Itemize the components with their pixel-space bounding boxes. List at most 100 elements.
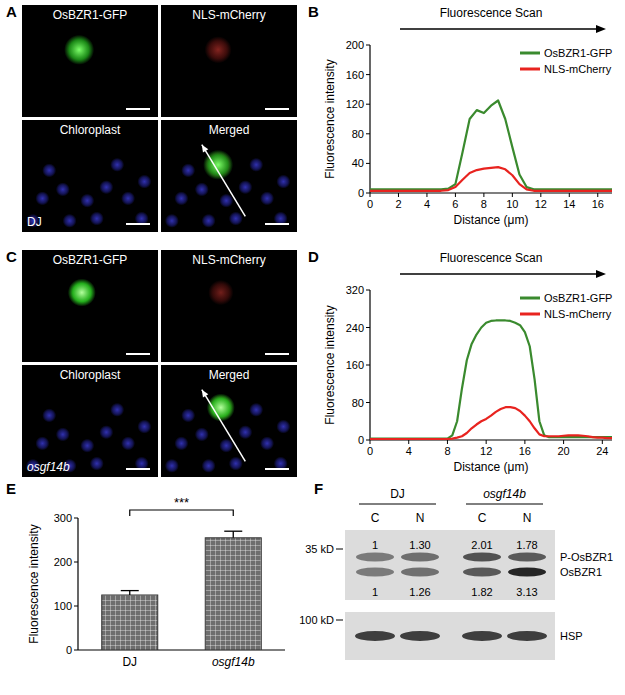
y-tick-label: 80 [352, 128, 364, 140]
legend-label: OsBZR1-GFP [544, 47, 612, 59]
y-tick [366, 45, 370, 46]
y-tick [366, 104, 370, 105]
chloroplast [260, 436, 274, 450]
bar-chart: 0100200300Fluorescence intensityDJosgf14… [27, 495, 285, 669]
x-tick-label: 12 [535, 198, 547, 210]
chloroplast [121, 191, 135, 205]
y-tick-label: 320 [346, 284, 364, 296]
x-tick [602, 440, 603, 444]
annotation: Fluorescence Scan [440, 251, 543, 265]
annotation-arrow [400, 273, 598, 275]
scale-bar [126, 353, 150, 355]
band-label: P-OsBZR1 [560, 551, 613, 563]
error-cap [224, 531, 242, 532]
x-tick-label: 16 [592, 198, 604, 210]
series-line [370, 320, 612, 438]
chloroplast [229, 457, 243, 471]
chloroplast [42, 163, 56, 177]
lane-label: C [371, 511, 380, 525]
x-tick [540, 193, 541, 197]
y-tick-label: 80 [352, 397, 364, 409]
lane-label: C [478, 511, 487, 525]
chloroplast [56, 427, 70, 441]
panel-label: E [6, 480, 16, 497]
channel-label: Chloroplast [60, 123, 121, 137]
chloroplast [181, 408, 195, 422]
tile-background [22, 5, 158, 117]
chloroplast [238, 180, 252, 194]
y-tick [366, 402, 370, 403]
tile-background [161, 365, 297, 477]
band-quant: 2.01 [471, 539, 492, 551]
panel-label: C [6, 248, 17, 265]
y-tick [366, 163, 370, 164]
group-label: DJ [390, 487, 405, 501]
band [401, 553, 439, 562]
y-tick [366, 290, 370, 291]
x-tick [408, 440, 409, 444]
annotation-arrowhead [596, 25, 606, 33]
band-label: OsBZR1 [560, 566, 602, 578]
chloroplast [80, 439, 94, 453]
chloroplast [90, 457, 104, 471]
legend-label: NLS-mCherry [544, 63, 612, 75]
bar [205, 538, 261, 650]
figure: ABCDEFOsBZR1-GFPNLS-mCherryChloroplastDJ… [0, 0, 625, 695]
y-axis [77, 518, 78, 650]
condition-label: osgf14b [27, 460, 70, 474]
micrograph-tile: NLS-mCherry [161, 250, 297, 362]
chloroplast [260, 191, 274, 205]
legend-swatch [520, 313, 540, 316]
x-axis-label: Distance (μm) [454, 460, 529, 474]
x-tick-label: 4 [424, 198, 430, 210]
scale-bar [265, 223, 289, 225]
x-tick [455, 193, 456, 197]
x-tick [569, 193, 570, 197]
y-tick-label: 120 [346, 98, 364, 110]
blot-membrane [345, 530, 555, 600]
legend-swatch [520, 68, 540, 71]
scale-bar [126, 108, 150, 110]
group-line [466, 504, 543, 505]
chloroplast [110, 158, 124, 172]
band-quant: 1.26 [409, 586, 430, 598]
x-tick-label: 20 [557, 445, 569, 457]
background [0, 0, 625, 695]
band [356, 568, 394, 577]
chloroplast [56, 182, 70, 196]
x-tick [597, 193, 598, 197]
x-tick-label: 6 [452, 198, 458, 210]
blot-membrane [345, 612, 555, 660]
band-quant: 3.13 [516, 586, 537, 598]
line-chart: 040801201602000246810121416Distance (μm)… [323, 6, 612, 227]
error-bar [224, 531, 242, 538]
y-axis-label: Fluorescence intensity [323, 305, 337, 424]
plot-area [102, 531, 262, 650]
condition-label: DJ [27, 215, 42, 229]
x-tick-label: 0 [367, 445, 373, 457]
tile-background [22, 120, 158, 232]
chloroplast [195, 427, 209, 441]
micrograph-tile: Merged [161, 120, 297, 232]
loading-band [355, 631, 395, 641]
tile-background [161, 250, 297, 362]
y-tick [366, 365, 370, 366]
y-tick [366, 440, 370, 441]
y-tick-label: 200 [346, 39, 364, 51]
scale-bar [126, 223, 150, 225]
channel-label: NLS-mCherry [192, 253, 265, 267]
x-tick-label: 8 [444, 445, 450, 457]
group-line [359, 504, 436, 505]
legend-swatch [520, 297, 540, 300]
tile-background [161, 120, 297, 232]
x-tick-label: 0 [367, 198, 373, 210]
scale-bar [265, 468, 289, 470]
y-tick [74, 562, 78, 563]
scale-bar [265, 353, 289, 355]
error-stem [129, 591, 130, 595]
panel-label: A [6, 3, 17, 20]
bar [102, 595, 158, 650]
chloroplast [99, 425, 113, 439]
error-stem [233, 531, 234, 538]
channel-label: OsBZR1-GFP [53, 8, 128, 22]
